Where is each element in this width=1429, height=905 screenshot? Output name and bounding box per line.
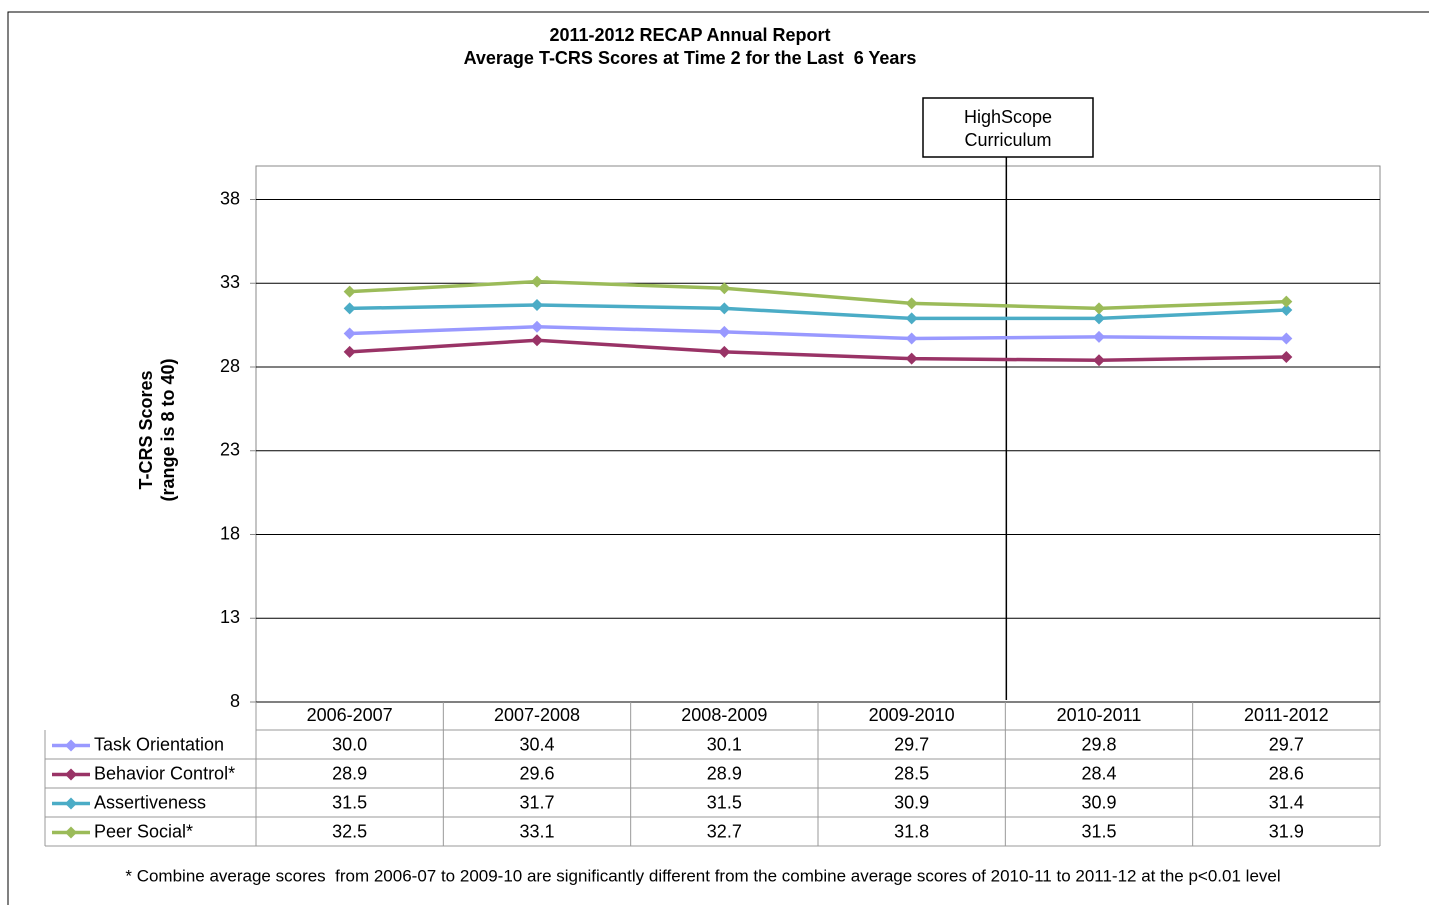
table-cell: 31.7 — [519, 792, 554, 812]
table-cell: 30.0 — [332, 734, 367, 754]
table-cell: 30.9 — [1081, 792, 1116, 812]
table-cell: 28.6 — [1269, 763, 1304, 783]
x-tick-label: 2009-2010 — [869, 705, 955, 725]
table-cell: 33.1 — [519, 821, 554, 841]
data-point — [531, 320, 543, 333]
data-point — [718, 325, 731, 338]
y-axis-label-line: (range is 8 to 40) — [158, 358, 178, 501]
series-line — [349, 279, 1287, 311]
data-point — [905, 352, 918, 365]
data-point — [343, 302, 356, 315]
table-cell: 31.8 — [894, 821, 929, 841]
data-point — [905, 297, 918, 310]
table-cell: 32.7 — [707, 821, 742, 841]
x-tick-label: 2008-2009 — [681, 705, 767, 725]
x-tick-label: 2006-2007 — [307, 705, 393, 725]
x-tick-label: 2010-2011 — [1057, 705, 1142, 725]
table-cell: 31.5 — [332, 792, 367, 812]
table-cell: 31.9 — [1269, 821, 1304, 841]
chart-subtitle: Average T-CRS Scores at Time 2 for the L… — [464, 48, 917, 68]
y-tick-label: 38 — [220, 188, 240, 208]
annotation-line: HighScope — [964, 107, 1052, 127]
chart-title: 2011-2012 RECAP Annual Report — [549, 25, 830, 45]
y-axis-label-line: T-CRS Scores — [136, 370, 156, 489]
legend-swatch-marker — [65, 826, 77, 839]
y-axis-label: T-CRS Scores (range is 8 to 40) — [136, 358, 178, 501]
table-cell: 28.5 — [894, 763, 929, 783]
table-cell: 29.7 — [894, 734, 929, 754]
annotation-box — [922, 97, 1094, 158]
table-cell: 31.5 — [1081, 821, 1116, 841]
data-point — [1280, 350, 1293, 363]
legend-swatch-marker — [65, 797, 77, 810]
data-point — [1093, 302, 1105, 315]
data-point — [1093, 354, 1105, 367]
legend-label: Assertiveness — [94, 792, 206, 812]
x-tick-label: 2007-2008 — [494, 705, 580, 725]
data-point — [343, 285, 356, 298]
series-line — [349, 338, 1287, 363]
data-point — [343, 345, 356, 358]
y-tick-label: 13 — [220, 607, 240, 627]
data-point — [1280, 295, 1293, 308]
data-point — [905, 312, 918, 325]
series-line — [349, 325, 1287, 341]
table-cell: 32.5 — [332, 821, 367, 841]
legend-swatch-marker — [65, 768, 77, 781]
table-cell: 31.5 — [707, 792, 742, 812]
data-point — [1093, 330, 1105, 343]
table-cell: 29.6 — [519, 763, 554, 783]
table-cell: 30.1 — [707, 734, 742, 754]
data-point — [531, 299, 543, 312]
data-point — [1280, 332, 1293, 345]
y-tick-label: 18 — [220, 523, 240, 543]
data-point — [905, 332, 918, 345]
legend-swatch-marker — [65, 739, 77, 752]
data-point — [718, 282, 731, 295]
table-cell: 28.9 — [707, 763, 742, 783]
table-cell: 30.9 — [894, 792, 929, 812]
data-point — [1093, 312, 1105, 325]
table-cell: 29.7 — [1269, 734, 1304, 754]
data-point — [531, 275, 543, 288]
y-tick-label: 23 — [220, 440, 240, 460]
legend-label: Task Orientation — [94, 734, 224, 754]
y-tick-label: 28 — [220, 356, 240, 376]
table-cell: 28.4 — [1081, 763, 1116, 783]
series-line — [349, 303, 1287, 321]
y-tick-label: 8 — [230, 691, 240, 711]
data-point — [1280, 304, 1293, 317]
data-point — [343, 327, 356, 340]
y-tick-label: 33 — [220, 272, 240, 292]
table-cell: 28.9 — [332, 763, 367, 783]
table-cell: 31.4 — [1269, 792, 1304, 812]
legend-label: Behavior Control* — [94, 763, 235, 783]
table-cell: 30.4 — [519, 734, 554, 754]
table-cell: 29.8 — [1081, 734, 1116, 754]
data-point — [531, 334, 543, 347]
legend-label: Peer Social* — [94, 821, 193, 841]
footnote: * Combine average scores from 2006-07 to… — [125, 866, 1280, 885]
data-point — [718, 345, 731, 358]
x-tick-label: 2011-2012 — [1244, 705, 1329, 725]
annotation-line: Curriculum — [964, 130, 1051, 150]
data-point — [718, 302, 731, 315]
